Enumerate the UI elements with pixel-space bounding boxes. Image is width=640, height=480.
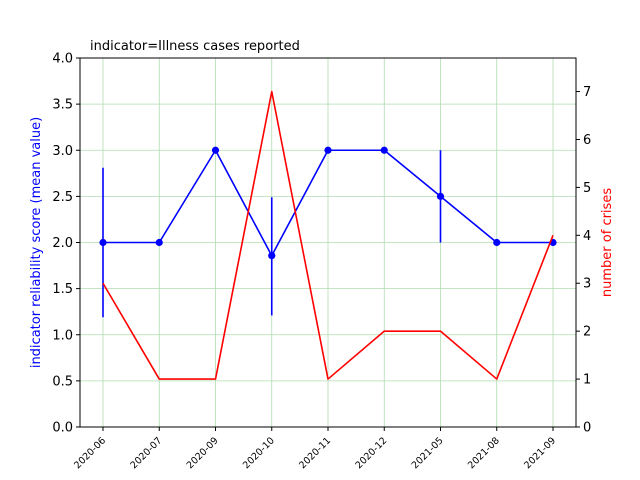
data-point-left [268, 252, 276, 260]
data-point-left [99, 238, 107, 247]
y-left-tick-label: 1.0 [52, 328, 73, 343]
y-right-tick-label: 6 [583, 133, 591, 148]
y-axis-right-label: number of crises [600, 188, 615, 297]
y-left-tick-label: 0.0 [52, 421, 73, 436]
data-point-left [380, 146, 388, 154]
y-right-tick-label: 0 [583, 421, 591, 436]
data-point-left [211, 146, 220, 154]
y-left-tick-label: 4.0 [52, 52, 73, 67]
y-right-tick-label: 3 [583, 277, 591, 292]
y-right-tick-label: 5 [583, 181, 591, 196]
data-point-left [324, 146, 332, 154]
y-right-tick-label: 1 [583, 373, 591, 388]
data-point-left [155, 238, 163, 247]
y-left-tick-label: 2.5 [52, 190, 73, 205]
series-layer [99, 90, 557, 380]
data-point-left [493, 238, 501, 247]
y-left-tick-label: 0.5 [52, 374, 73, 389]
y-left-tick-label: 1.5 [52, 282, 73, 297]
y-right-tick-label: 7 [583, 85, 591, 100]
series-line-right [102, 90, 554, 380]
y-left-tick-label: 3.0 [52, 144, 73, 159]
chart-title: indicator=Illness cases reported [90, 39, 300, 54]
y-left-tick-label: 2.0 [52, 236, 73, 251]
y-axis-left-label: indicator reliability score (mean value) [29, 117, 44, 368]
y-left-tick-label: 3.5 [52, 98, 73, 113]
y-right-tick-label: 4 [583, 229, 591, 244]
data-point-left [436, 192, 445, 200]
y-right-tick-label: 2 [583, 325, 591, 340]
